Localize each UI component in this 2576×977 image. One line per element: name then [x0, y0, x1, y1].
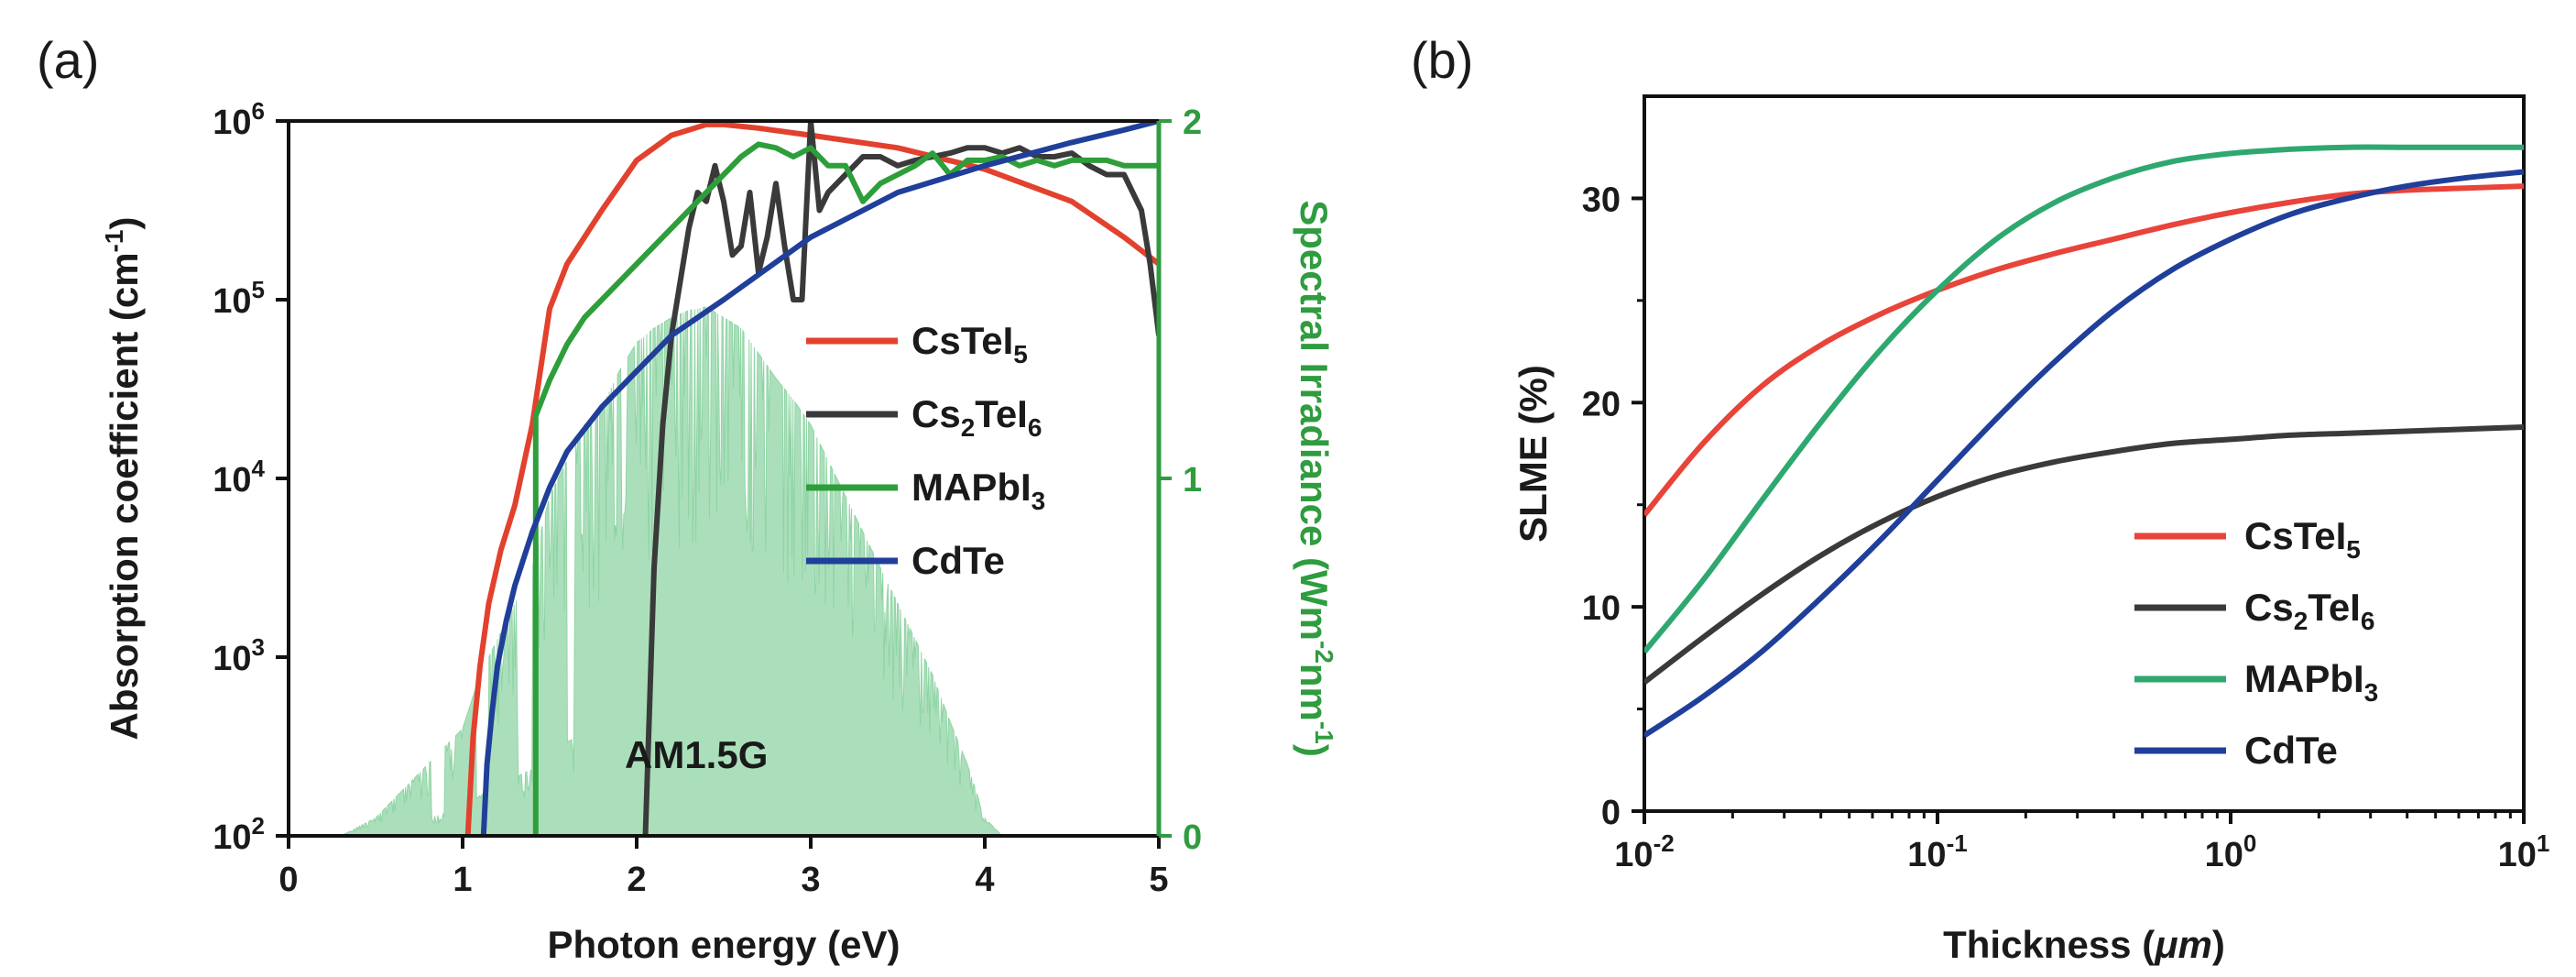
series-MAPbI3-b	[1644, 144, 2524, 654]
y-tick-label-a: 102	[213, 812, 265, 857]
panel-b-frame	[1643, 94, 2526, 813]
y-tick-label-a: 106	[213, 97, 265, 142]
series-CsTeI5-a	[464, 121, 1159, 836]
series-Cs2TeI6-a	[642, 121, 1159, 836]
panel-a-plot-area	[340, 121, 1159, 836]
panel-a-legend: CsTeI5 Cs2TeI6 MAPbI3 CdTe	[806, 319, 1045, 582]
panel-b-ylabel: SLME (%)	[1512, 365, 1555, 543]
series-Cs2TeI6-b	[1644, 424, 2524, 685]
legend-label-Cs2TeI6-a: Cs2TeI6	[911, 392, 1042, 442]
y-right-tick-label-a: 1	[1183, 461, 1202, 499]
panel-a-ylabel: Absorption coefficient (cm-1)	[100, 217, 146, 741]
series-CdTe-a	[480, 121, 1159, 836]
panel-a-ylabel-text: Absorption coefficient (cm	[103, 252, 146, 740]
y-tick-label-a: 103	[213, 633, 265, 678]
series-MAPbI3-a	[532, 141, 1159, 836]
x-tick-label-b: 10-2	[1614, 829, 1674, 874]
x-tick-label-a: 0	[278, 861, 298, 899]
panel-b-xlabel: Thickness (μm)	[1943, 923, 2225, 966]
x-tick-label-a: 5	[1149, 861, 1168, 899]
legend-label-CdTe-b: CdTe	[2244, 729, 2338, 772]
legend-label-MAPbI3-a: MAPbI3	[911, 466, 1045, 515]
panel-a-label: (a)	[37, 31, 99, 89]
panel-a-ticks: 0 1 2 3 4 5 102 103 104 105 106 0 1 2	[213, 97, 1202, 899]
x-tick-label-a: 2	[627, 861, 646, 899]
series-CsTeI5-b	[1644, 183, 2524, 517]
legend-label-Cs2TeI6-b: Cs2TeI6	[2244, 586, 2374, 635]
am15-annotation: AM1.5G	[625, 733, 768, 776]
panel-b-legend: CsTeI5 Cs2TeI6 MAPbI3 CdTe	[2134, 514, 2378, 772]
y-tick-label-b: 30	[1582, 181, 1621, 219]
panel-a-ylabel-right: Spectral Irradiance (Wm-2nm-1)	[1293, 200, 1338, 757]
legend-label-CsTeI5-b: CsTeI5	[2244, 514, 2361, 564]
x-tick-label-b: 100	[2205, 829, 2257, 874]
panel-b-label: (b)	[1411, 31, 1473, 89]
y-tick-label-b: 10	[1582, 589, 1621, 628]
legend-label-CsTeI5-a: CsTeI5	[911, 319, 1028, 368]
y-tick-label-b: 20	[1582, 385, 1621, 423]
y-tick-label-a: 104	[213, 455, 265, 499]
series-CdTe-b	[1644, 169, 2524, 739]
y-tick-label-b: 0	[1601, 794, 1621, 832]
legend-label-CdTe-a: CdTe	[911, 539, 1005, 582]
panel-b-plot-area	[1644, 144, 2524, 739]
x-tick-label-b: 10-1	[1907, 829, 1967, 874]
x-tick-label-a: 3	[801, 861, 820, 899]
panel-a: (a) 0 1 2 3 4 5 102 103 104 105 106 0 1 2 Absorption …	[37, 31, 1338, 966]
x-tick-label-b: 101	[2498, 829, 2550, 874]
legend-label-MAPbI3-b: MAPbI3	[2244, 657, 2378, 707]
x-tick-label-a: 4	[975, 861, 994, 899]
y-right-tick-label-a: 2	[1183, 104, 1202, 142]
y-right-tick-label-a: 0	[1183, 818, 1202, 857]
y-tick-label-a: 105	[213, 276, 265, 321]
x-tick-label-a: 1	[453, 861, 472, 899]
panel-a-xlabel: Photon energy (eV)	[547, 923, 900, 966]
